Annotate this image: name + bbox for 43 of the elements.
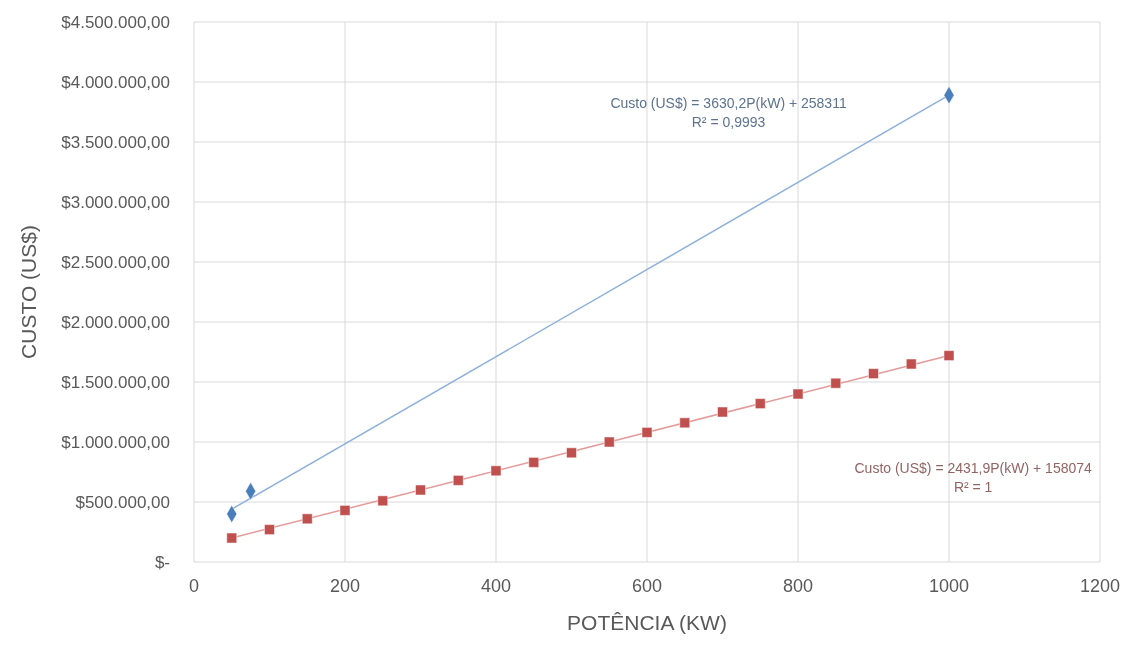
x-tick-label: 1200 <box>1079 576 1121 596</box>
point <box>679 417 690 429</box>
point <box>377 495 388 507</box>
point <box>264 524 275 535</box>
y-tick-label: $- <box>154 553 170 572</box>
x-tick-label: 1000 <box>928 576 970 596</box>
x-axis-title: POTÊNCIA (KW) <box>567 611 727 634</box>
x-tick-label: 200 <box>329 576 361 596</box>
y-tick-label: $3.500.000,00 <box>61 133 170 152</box>
point <box>453 475 464 486</box>
x-tick-label: 600 <box>631 576 663 596</box>
x-tick-label: 400 <box>480 576 512 596</box>
point <box>226 532 237 544</box>
annotation: R² = 0,9993 <box>691 114 766 131</box>
point <box>302 513 313 525</box>
y-tick-label: $2.000.000,00 <box>61 313 170 332</box>
y-tick-label: $4.500.000,00 <box>61 13 170 32</box>
point <box>755 398 766 409</box>
point <box>792 388 804 400</box>
point <box>490 465 502 477</box>
point <box>566 447 577 459</box>
x-tick-label: 800 <box>782 576 814 596</box>
annotation: Custo (US$) = 2431,9P(kW) + 158074 <box>854 459 1093 476</box>
y-axis-title: CUSTO (US$) <box>17 225 40 359</box>
point <box>717 406 728 418</box>
y-tick-label: $1.000.000,00 <box>61 433 170 452</box>
y-tick-label: $2.500.000,00 <box>61 253 170 272</box>
annotation: R² = 1 <box>953 478 993 495</box>
y-tick-label: $4.000.000,00 <box>61 73 170 92</box>
point <box>868 368 879 379</box>
point <box>339 505 351 516</box>
point <box>604 436 615 448</box>
point <box>830 377 841 389</box>
y-tick-label: $1.500.000,00 <box>61 373 170 392</box>
x-tick-label: 0 <box>188 576 200 596</box>
y-tick-label: $500.000,00 <box>75 493 170 512</box>
y-tick-label: $3.000.000,00 <box>61 193 170 212</box>
point <box>528 457 539 468</box>
point <box>906 358 917 370</box>
point <box>415 484 426 496</box>
point <box>641 427 653 438</box>
annotation: Custo (US$) = 3630,2P(kW) + 258311 <box>610 95 847 112</box>
point <box>943 350 955 361</box>
